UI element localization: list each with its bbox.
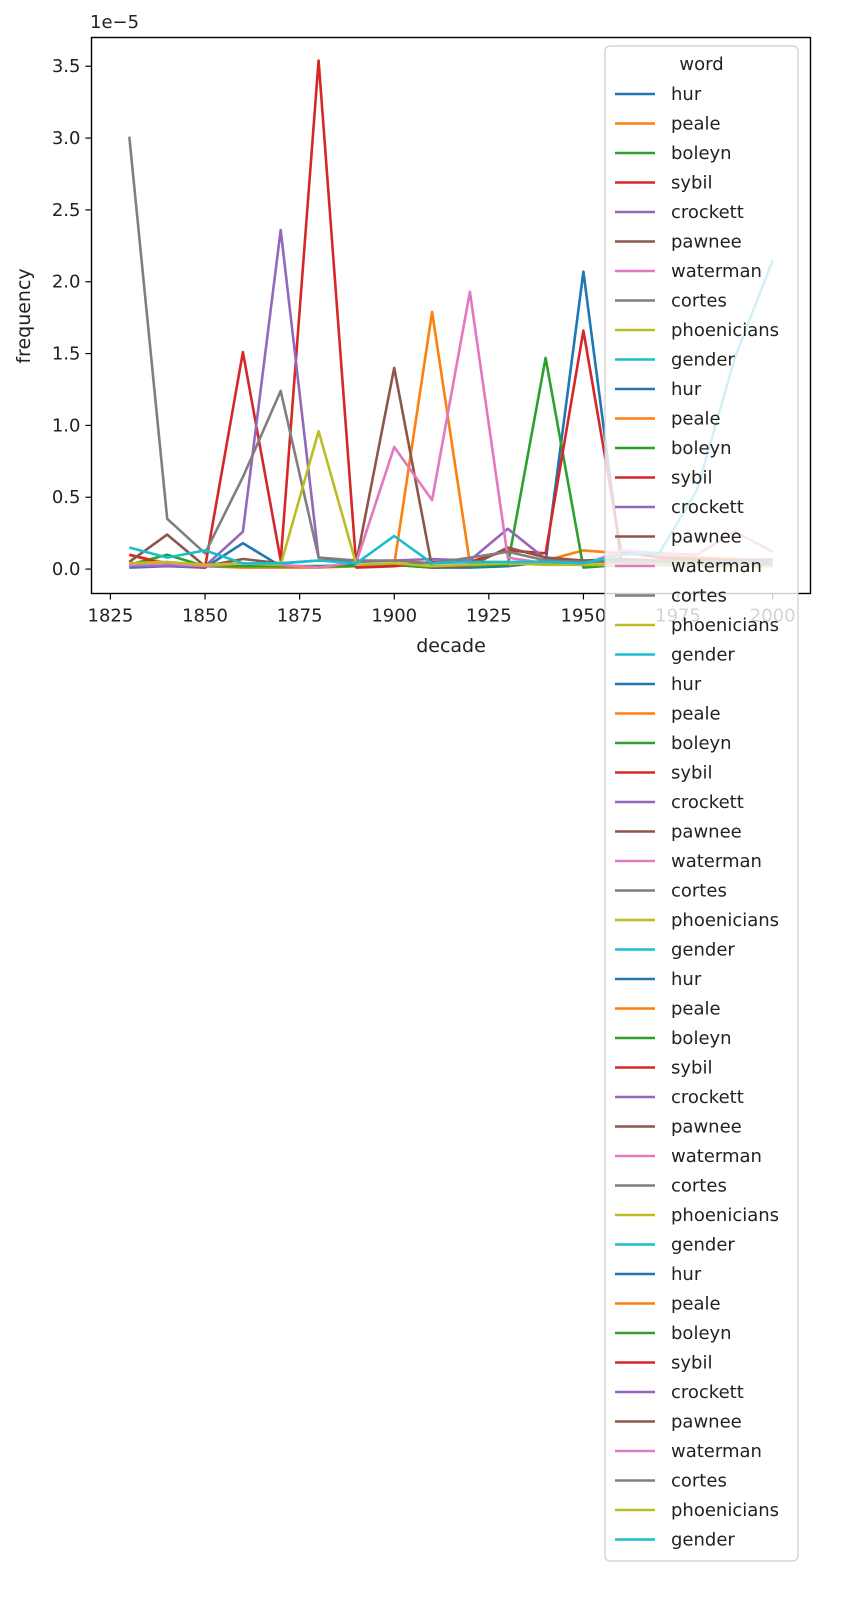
legend-label-sybil: sybil <box>671 468 712 489</box>
legend-label-waterman: waterman <box>671 261 762 282</box>
y-offset-label: 1e−5 <box>90 12 139 33</box>
legend-label-gender: gender <box>671 940 735 961</box>
legend: word hur peale boleyn sybil crockett pawnee wat… <box>604 45 799 1562</box>
y-tick-label: 0.0 <box>52 559 81 580</box>
legend-label-cortes: cortes <box>671 1471 727 1492</box>
legend-label-phoenicians: phoenicians <box>671 1500 779 1521</box>
legend-label-gender: gender <box>671 1530 735 1551</box>
y-tick-label: 2.5 <box>52 200 81 221</box>
legend-label-phoenicians: phoenicians <box>671 910 779 931</box>
legend-label-pawnee: pawnee <box>671 822 742 843</box>
y-axis: 0.0 0.5 1.0 1.5 2.0 2.5 3.0 3.5 <box>52 56 92 580</box>
legend-label-gender: gender <box>671 645 735 666</box>
legend-label-crockett: crockett <box>671 497 744 518</box>
legend-label-peale: peale <box>671 1294 721 1315</box>
legend-label-hur: hur <box>671 674 702 695</box>
legend-label-gender: gender <box>671 1235 735 1256</box>
x-tick-label: 1900 <box>371 606 417 627</box>
legend-title: word <box>679 54 723 75</box>
legend-label-boleyn: boleyn <box>671 733 732 754</box>
legend-label-waterman: waterman <box>671 1441 762 1462</box>
legend-label-pawnee: pawnee <box>671 232 742 253</box>
legend-label-peale: peale <box>671 704 721 725</box>
legend-label-phoenicians: phoenicians <box>671 615 779 636</box>
y-tick-label: 1.0 <box>52 415 81 436</box>
x-tick-label: 1825 <box>88 606 134 627</box>
x-tick-label: 1875 <box>277 606 323 627</box>
x-axis-label: decade <box>416 635 486 657</box>
y-tick-label: 3.5 <box>52 56 81 77</box>
plot-frame <box>90 36 812 595</box>
legend-label-boleyn: boleyn <box>671 1323 732 1344</box>
legend-label-crockett: crockett <box>671 202 744 223</box>
legend-label-phoenicians: phoenicians <box>671 320 779 341</box>
legend-label-crockett: crockett <box>671 792 744 813</box>
legend-label-crockett: crockett <box>671 1382 744 1403</box>
legend-label-peale: peale <box>671 114 721 135</box>
legend-label-boleyn: boleyn <box>671 143 732 164</box>
legend-box <box>604 45 799 1562</box>
y-tick-label: 1.5 <box>52 344 81 365</box>
legend-label-hur: hur <box>671 969 702 990</box>
legend-label-sybil: sybil <box>671 1058 712 1079</box>
legend-label-hur: hur <box>671 379 702 400</box>
legend-label-waterman: waterman <box>671 851 762 872</box>
legend-label-pawnee: pawnee <box>671 527 742 548</box>
legend-label-peale: peale <box>671 409 721 430</box>
legend-label-phoenicians: phoenicians <box>671 1205 779 1226</box>
legend-label-pawnee: pawnee <box>671 1412 742 1433</box>
legend-label-hur: hur <box>671 1264 702 1285</box>
legend-label-waterman: waterman <box>671 556 762 577</box>
legend-label-waterman: waterman <box>671 1146 762 1167</box>
legend-label-hur: hur <box>671 84 702 105</box>
legend-label-gender: gender <box>671 350 735 371</box>
x-tick-label: 1925 <box>466 606 512 627</box>
x-tick-label: 1850 <box>182 606 228 627</box>
legend-label-sybil: sybil <box>671 763 712 784</box>
legend-label-sybil: sybil <box>671 173 712 194</box>
y-tick-label: 0.5 <box>52 487 81 508</box>
legend-label-cortes: cortes <box>671 586 727 607</box>
y-tick-label: 3.0 <box>52 128 81 149</box>
x-tick-label: 1950 <box>561 606 607 627</box>
y-tick-label: 2.0 <box>52 272 81 293</box>
legend-label-pawnee: pawnee <box>671 1117 742 1138</box>
legend-label-boleyn: boleyn <box>671 1028 732 1049</box>
y-axis-label: frequency <box>13 268 35 363</box>
legend-label-cortes: cortes <box>671 291 727 312</box>
legend-label-cortes: cortes <box>671 881 727 902</box>
legend-label-crockett: crockett <box>671 1087 744 1108</box>
legend-label-sybil: sybil <box>671 1353 712 1374</box>
legend-label-cortes: cortes <box>671 1176 727 1197</box>
legend-label-boleyn: boleyn <box>671 438 732 459</box>
legend-label-peale: peale <box>671 999 721 1020</box>
